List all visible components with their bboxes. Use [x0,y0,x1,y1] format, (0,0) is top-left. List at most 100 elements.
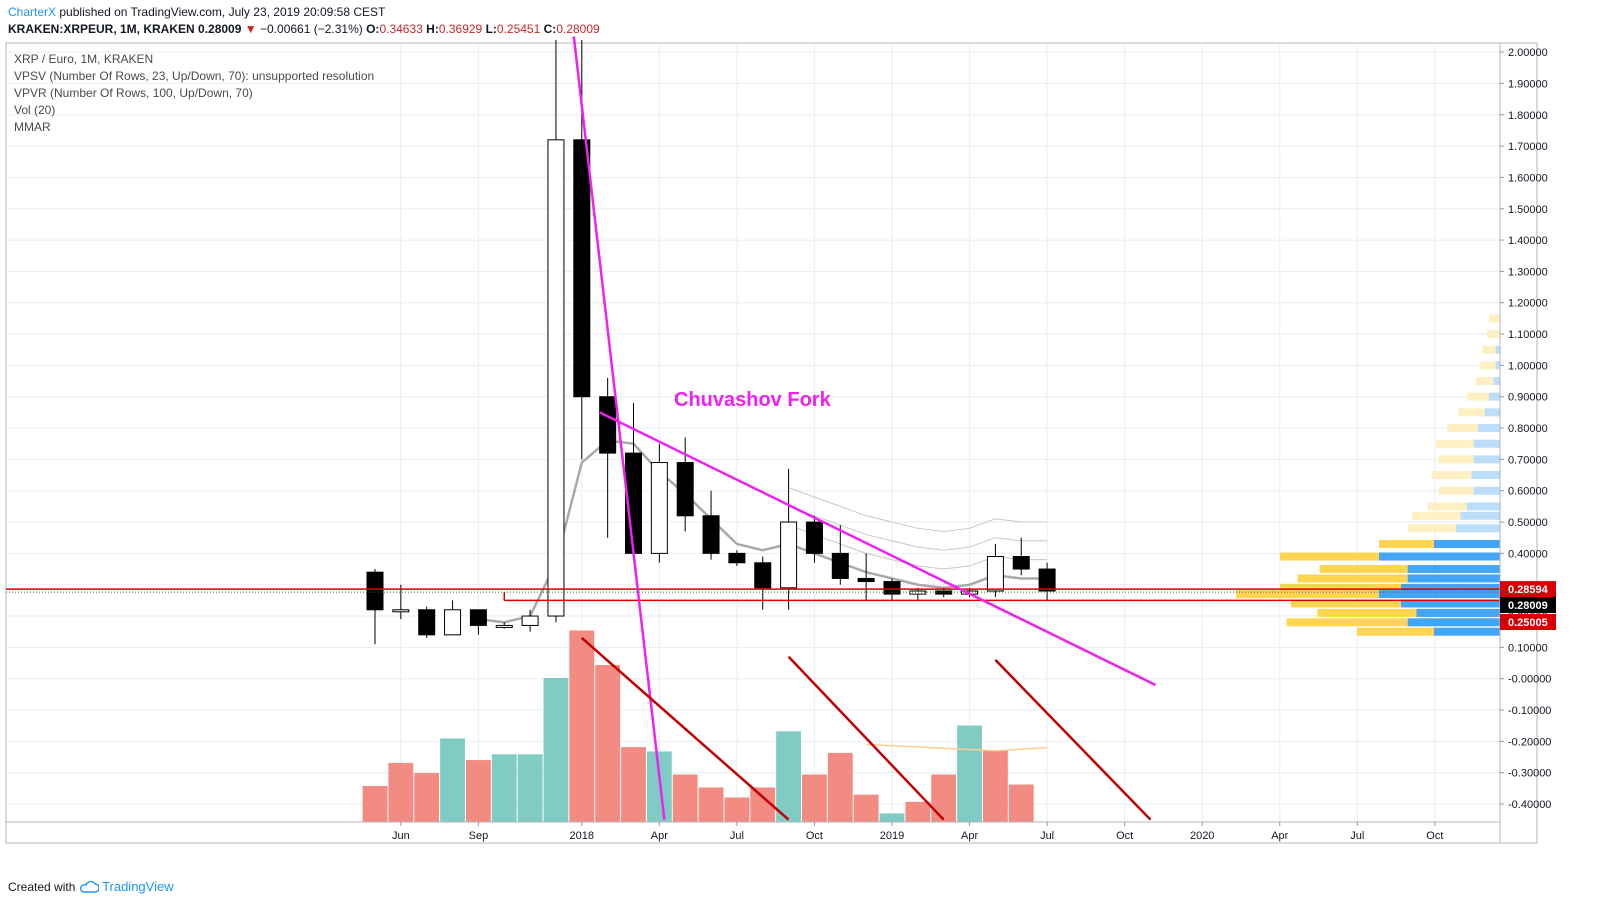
ohlc-line: KRAKEN:XRPEUR, 1M, KRAKEN 0.28009 ▼ −0.0… [8,21,600,38]
volume-bar [569,630,595,822]
price-label: 0.28009 [1508,600,1548,612]
x-tick-label: 2018 [570,830,594,842]
x-tick-label: Jul [1350,830,1364,842]
volume-bar [905,801,931,822]
vp-up-bar [1471,471,1500,480]
volume-bar [1008,784,1034,822]
candle-down [831,552,849,579]
candle-down [935,590,953,595]
candle-up [521,615,539,626]
legend: XRP / Euro, 1M, KRAKEN VPSV (Number Of Ro… [14,52,374,134]
candle-up [986,556,1004,592]
volume-bar [776,731,802,822]
candle-down [857,577,875,583]
vp-up-bar [1401,583,1500,592]
y-tick-label: -0.10000 [1508,705,1551,717]
vp-down-bar [1286,618,1408,627]
y-tick-label: 2.00000 [1508,47,1548,59]
vp-down-bar [1467,392,1489,401]
price-label: 0.25005 [1508,617,1548,629]
y-tick-label: -0.40000 [1508,799,1551,811]
candle-down [676,462,694,517]
vp-up-bar [1493,377,1500,386]
close-label: C: [543,22,557,36]
y-tick-label: 1.20000 [1508,298,1548,310]
candles [366,40,1056,645]
y-tick-label: 1.10000 [1508,329,1548,341]
y-tick-label: -0.20000 [1508,736,1551,748]
volume-bar [621,747,646,822]
high-label: H: [426,22,439,36]
candle-up [780,521,798,589]
volume-profile [1236,314,1500,636]
ma-ribbon-line [788,487,1048,532]
vp-up-bar [1473,439,1500,448]
x-tick-label: 2020 [1190,830,1214,842]
y-tick-label: 1.90000 [1508,78,1548,90]
y-tick-label: 1.70000 [1508,141,1548,153]
ma-ribbon-line [788,505,1048,551]
y-tick-label: 0.90000 [1508,392,1548,404]
y-tick-label: 1.30000 [1508,266,1548,278]
vp-up-bar [1434,539,1500,548]
volume-bar [879,813,905,822]
tradingview-logo[interactable]: TradingView [102,879,174,894]
volume-bar [362,786,388,822]
volume-bar [724,797,750,822]
x-tick-label: Oct [806,830,823,842]
volume-bar [440,738,465,822]
last-price: 0.28009 [198,22,242,36]
candle-up [392,609,410,613]
ma-lines [478,439,1048,752]
candle-down [1012,556,1030,570]
volume-bar [595,665,621,822]
vp-down-bar [1317,608,1417,617]
y-tick-label: 0.40000 [1508,548,1548,560]
close-value: 0.28009 [556,22,600,36]
vp-down-bar [1412,511,1461,520]
y-tick-label: 1.50000 [1508,204,1548,216]
symbol-label[interactable]: KRAKEN:XRPEUR, 1M, KRAKEN [8,22,195,36]
y-tick-label: 0.80000 [1508,423,1548,435]
ma-ribbon-line [788,524,1048,570]
vp-down-bar [1407,524,1456,533]
candle-down [805,521,823,554]
vp-down-bar [1438,486,1474,495]
candle-up [650,462,668,554]
volume-bar [414,773,440,822]
fork-line [599,411,1157,687]
volume-trend-line [580,637,790,821]
price-label-box [1500,581,1556,598]
candle-up [547,139,565,617]
candle-down [366,571,384,611]
volume-bar [698,787,724,822]
vp-up-bar [1473,455,1500,464]
x-tick-label: Oct [1116,830,1133,842]
drawings [6,36,1500,821]
y-tick-label: 0.50000 [1508,517,1548,529]
vp-down-bar [1438,455,1474,464]
volume-bar [982,750,1008,822]
footer: Created with TradingView [8,879,174,894]
chart-frame [5,42,1538,844]
vp-down-bar [1319,565,1408,574]
vp-down-bar [1447,424,1478,433]
legend-item: MMAR [14,120,51,134]
created-with-text: Created with [8,880,76,894]
vp-up-bar [1379,552,1500,561]
candle-up [444,609,462,636]
legend-item: Vol (20) [14,103,55,117]
vp-down-bar [1291,599,1401,608]
price-change: −0.00661 (−2.31%) [260,22,363,36]
author-link[interactable]: CharterX [8,5,57,19]
down-arrow-icon: ▼ [244,22,257,36]
low-label: L: [485,22,497,36]
y-axis: 2.00000 1.90000 1.80000 1.70000 1.60000 1.500… [1499,43,1556,843]
volume-bar [517,754,543,822]
candle-down [599,396,617,454]
x-tick-label: Oct [1426,830,1443,842]
legend-item: VPSV (Number Of Rows, 23, Up/Down, 70): … [14,69,374,83]
vp-up-bar [1495,361,1500,370]
x-axis: Jun Sep 2018 Apr Jul Oct 2019 Apr Jul Oct 2020 Apr J… [6,821,1500,842]
